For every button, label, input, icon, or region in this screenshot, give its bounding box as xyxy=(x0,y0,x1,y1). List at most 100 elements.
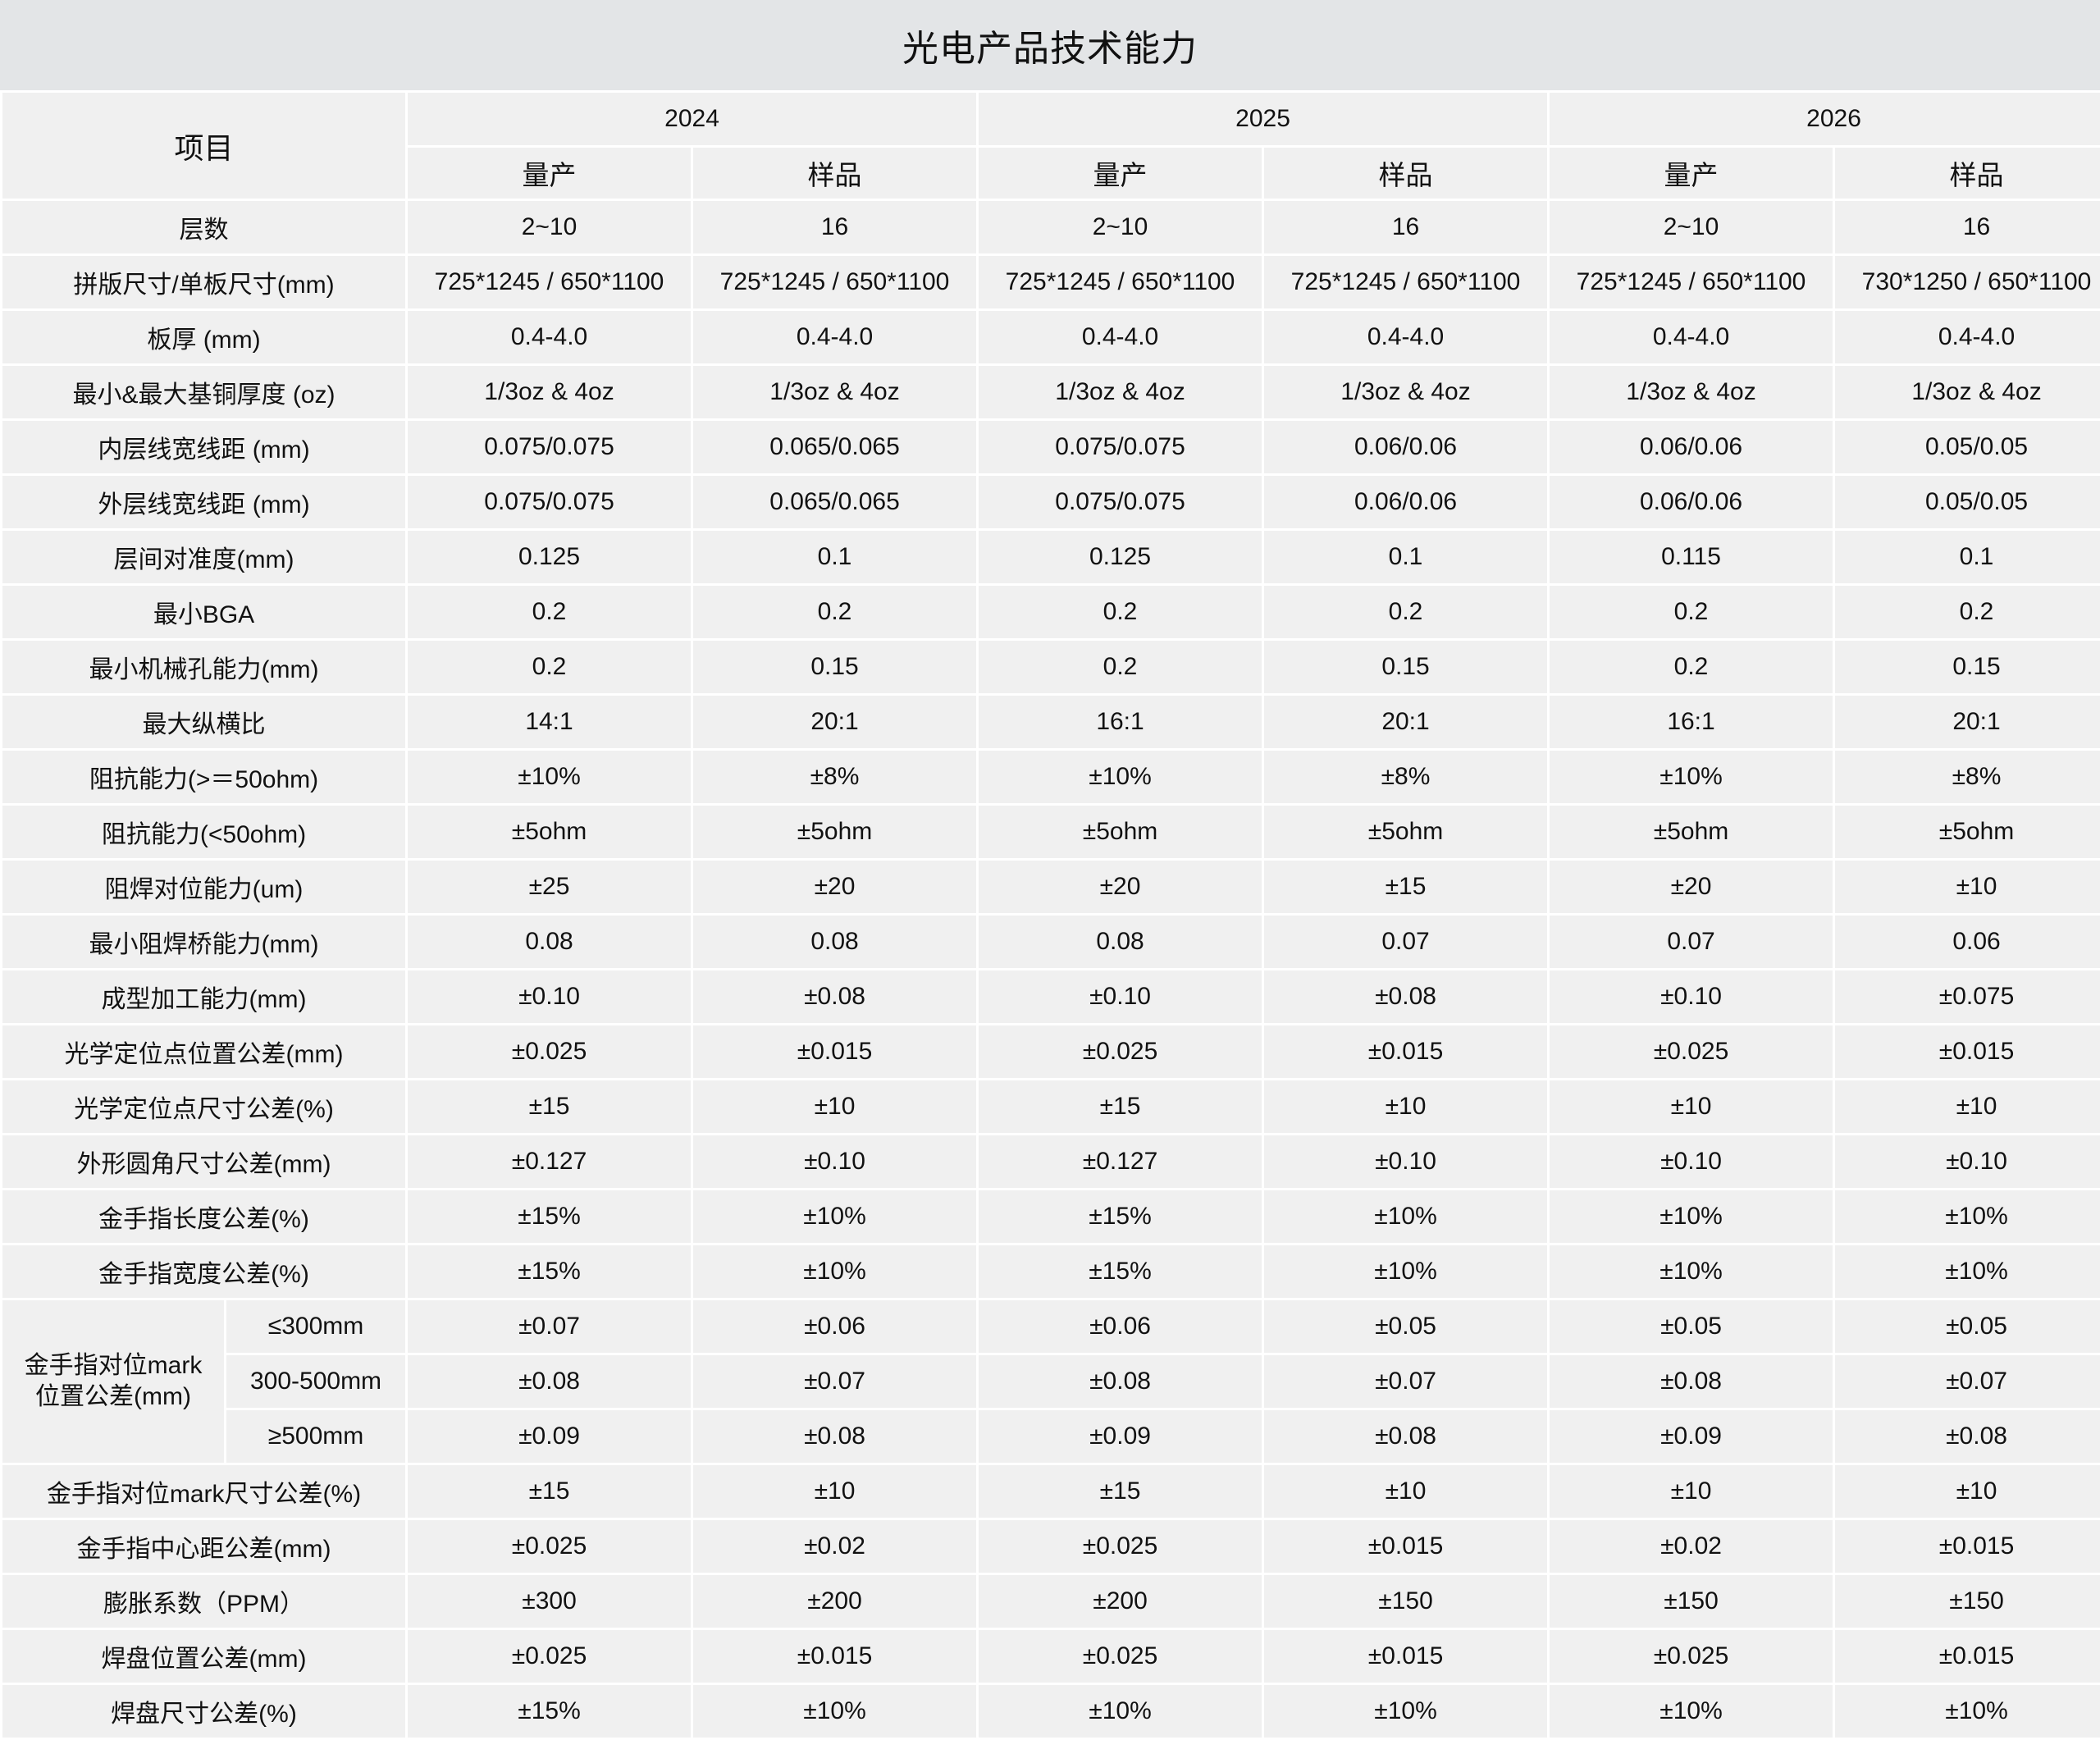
cell-value: ±0.07 xyxy=(1835,1355,2100,1408)
table-row: 300-500mm ±0.08 ±0.07 ±0.08 ±0.07 ±0.08 ±0.07 xyxy=(2,1355,2100,1408)
table-row: 层数 2~10 16 2~10 16 2~10 16 xyxy=(2,201,2100,253)
cell-value: 0.1 xyxy=(1835,531,2100,583)
table-row: 焊盘位置公差(mm) ±0.025 ±0.015 ±0.025 ±0.015 ±0.025… xyxy=(2,1630,2100,1683)
cell-value: 0.2 xyxy=(408,586,692,638)
header-row-subcolumns: 量产 样品 量产 样品 量产 样品 xyxy=(2,148,2100,199)
table-row: 内层线宽线距 (mm) 0.075/0.075 0.065/0.065 0.075/0… xyxy=(2,421,2100,473)
cell-value: 725*1245 / 650*1100 xyxy=(693,256,977,308)
capability-table: 项目 2024 2025 2026 量产 样品 量产 样品 量产 样品 层数 2~… xyxy=(0,90,2100,1740)
cell-value: 1/3oz & 4oz xyxy=(693,366,977,418)
cell-value: 1/3oz & 4oz xyxy=(1264,366,1548,418)
header-year-2026: 2026 xyxy=(1550,93,2100,145)
cell-value: 0.15 xyxy=(1264,641,1548,693)
row-label: 成型加工能力(mm) xyxy=(2,970,406,1023)
cell-value: ±0.05 xyxy=(1835,1300,2100,1353)
cell-value: 2~10 xyxy=(979,201,1262,253)
cell-value: 0.2 xyxy=(1835,586,2100,638)
cell-value: 0.07 xyxy=(1550,916,1833,968)
cell-value: 0.08 xyxy=(979,916,1262,968)
cell-value: 0.05/0.05 xyxy=(1835,476,2100,528)
cell-value: ±15% xyxy=(979,1190,1262,1243)
cell-value: ±0.025 xyxy=(408,1025,692,1078)
row-label: 拼版尺寸/单板尺寸(mm) xyxy=(2,256,406,308)
cell-value: ±0.07 xyxy=(1264,1355,1548,1408)
cell-value: ±15% xyxy=(408,1685,692,1738)
cell-value: ±10 xyxy=(1835,1080,2100,1133)
cell-value: ±0.015 xyxy=(1835,1520,2100,1573)
cell-value: 0.4-4.0 xyxy=(408,311,692,363)
cell-value: ±0.09 xyxy=(979,1410,1262,1463)
cell-value: ±15 xyxy=(408,1465,692,1518)
table-row: 成型加工能力(mm) ±0.10 ±0.08 ±0.10 ±0.08 ±0.10 ±0.07… xyxy=(2,970,2100,1023)
cell-value: ±10 xyxy=(693,1465,977,1518)
row-group-label-line1: 金手指对位mark xyxy=(24,1351,203,1379)
cell-value: ±0.08 xyxy=(979,1355,1262,1408)
cell-value: ±10% xyxy=(408,751,692,803)
table-row: 层间对准度(mm) 0.125 0.1 0.125 0.1 0.115 0.1 xyxy=(2,531,2100,583)
row-subrange-label: 300-500mm xyxy=(226,1355,406,1408)
cell-value: 0.06/0.06 xyxy=(1550,476,1833,528)
cell-value: 1/3oz & 4oz xyxy=(1550,366,1833,418)
header-row-years: 项目 2024 2025 2026 xyxy=(2,93,2100,199)
cell-value: 1/3oz & 4oz xyxy=(1835,366,2100,418)
cell-value: 0.4-4.0 xyxy=(1550,311,1833,363)
table-row: 金手指中心距公差(mm) ±0.025 ±0.02 ±0.025 ±0.015 ±0.02… xyxy=(2,1520,2100,1573)
cell-value: ±10 xyxy=(1550,1080,1833,1133)
cell-value: 0.08 xyxy=(693,916,977,968)
cell-value: ±0.10 xyxy=(693,1135,977,1188)
header-2026-sample: 样品 xyxy=(1835,148,2100,199)
table-row: 外形圆角尺寸公差(mm) ±0.127 ±0.10 ±0.127 ±0.10 ±0.10 ±… xyxy=(2,1135,2100,1188)
cell-value: ±0.08 xyxy=(1264,1410,1548,1463)
cell-value: ±15 xyxy=(1264,861,1548,913)
row-label: 板厚 (mm) xyxy=(2,311,406,363)
cell-value: ±0.08 xyxy=(1835,1410,2100,1463)
cell-value: ±0.127 xyxy=(408,1135,692,1188)
table-row: 金手指宽度公差(%) ±15% ±10% ±15% ±10% ±10% ±10% xyxy=(2,1245,2100,1298)
cell-value: ±15% xyxy=(408,1245,692,1298)
row-label: 金手指对位mark尺寸公差(%) xyxy=(2,1465,406,1518)
cell-value: ±10% xyxy=(1835,1685,2100,1738)
cell-value: ±5ohm xyxy=(408,806,692,858)
row-label: 层数 xyxy=(2,201,406,253)
row-label: 外形圆角尺寸公差(mm) xyxy=(2,1135,406,1188)
cell-value: ±200 xyxy=(979,1575,1262,1628)
table-body: 层数 2~10 16 2~10 16 2~10 16 拼版尺寸/单板尺寸(mm) 725*124… xyxy=(2,201,2100,1738)
row-label: 最小&最大基铜厚度 (oz) xyxy=(2,366,406,418)
cell-value: ±0.10 xyxy=(1835,1135,2100,1188)
row-group-label: 金手指对位mark 位置公差(mm) xyxy=(2,1300,224,1463)
cell-value: ±0.06 xyxy=(693,1300,977,1353)
cell-value: ±10% xyxy=(693,1245,977,1298)
row-group-label-line2: 位置公差(mm) xyxy=(35,1383,191,1410)
cell-value: 0.065/0.065 xyxy=(693,476,977,528)
cell-value: 725*1245 / 650*1100 xyxy=(979,256,1262,308)
cell-value: 0.075/0.075 xyxy=(979,421,1262,473)
cell-value: ±0.10 xyxy=(1264,1135,1548,1188)
row-label: 最小机械孔能力(mm) xyxy=(2,641,406,693)
cell-value: 0.05/0.05 xyxy=(1835,421,2100,473)
row-label: 阻抗能力(>＝50ohm) xyxy=(2,751,406,803)
cell-value: ±0.025 xyxy=(979,1630,1262,1683)
cell-value: ±0.015 xyxy=(693,1630,977,1683)
header-2024-mass-production: 量产 xyxy=(408,148,692,199)
cell-value: ±10% xyxy=(1264,1245,1548,1298)
cell-value: ±5ohm xyxy=(1264,806,1548,858)
cell-value: ±0.025 xyxy=(979,1025,1262,1078)
cell-value: ±10% xyxy=(1550,1245,1833,1298)
cell-value: 0.4-4.0 xyxy=(1264,311,1548,363)
cell-value: ±10% xyxy=(693,1190,977,1243)
cell-value: ±10% xyxy=(1264,1190,1548,1243)
table-row: 外层线宽线距 (mm) 0.075/0.075 0.065/0.065 0.075/0… xyxy=(2,476,2100,528)
cell-value: ±150 xyxy=(1550,1575,1833,1628)
cell-value: 725*1245 / 650*1100 xyxy=(1550,256,1833,308)
cell-value: ±10% xyxy=(979,1685,1262,1738)
cell-value: ±0.10 xyxy=(1550,970,1833,1023)
cell-value: 0.1 xyxy=(1264,531,1548,583)
cell-value: ±25 xyxy=(408,861,692,913)
cell-value: ±0.08 xyxy=(1264,970,1548,1023)
cell-value: ±10% xyxy=(1835,1245,2100,1298)
row-label: 阻焊对位能力(um) xyxy=(2,861,406,913)
header-2026-mass-production: 量产 xyxy=(1550,148,1833,199)
cell-value: ±0.08 xyxy=(408,1355,692,1408)
cell-value: ±0.015 xyxy=(1264,1520,1548,1573)
cell-value: ±8% xyxy=(1835,751,2100,803)
